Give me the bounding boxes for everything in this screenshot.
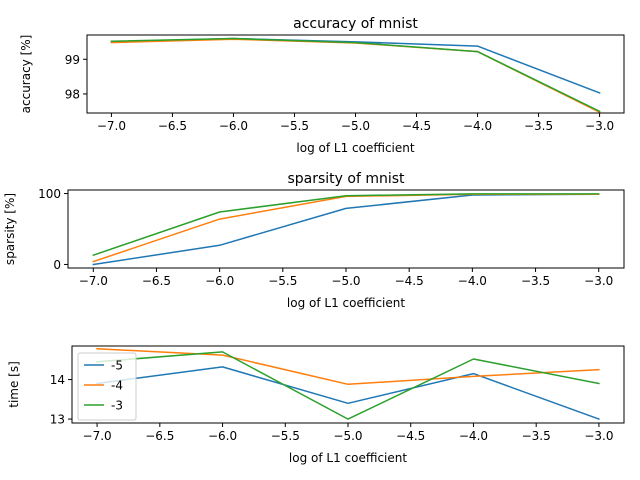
x-tick-label: −4.0 xyxy=(459,429,488,443)
x-tick-label: −3.0 xyxy=(584,429,613,443)
x-tick-label: −6.5 xyxy=(158,119,187,133)
x-tick-label: −5.5 xyxy=(280,119,309,133)
x-tick-label: −4.5 xyxy=(396,429,425,443)
x-tick-label: −4.0 xyxy=(463,119,492,133)
y-axis-label: time [s] xyxy=(7,361,21,408)
y-tick-label: 13 xyxy=(50,413,65,427)
legend: -5 -4 -3 xyxy=(77,352,137,421)
chart-title: accuracy of mnist xyxy=(293,16,418,32)
legend-label: -5 xyxy=(111,359,123,373)
chart-panel-2: −7.0 −6.5 −6.0 −5.5 −5.0 −4.5 −4.0 −3.5 −3.0 0 100… xyxy=(3,171,625,310)
x-tick-label: −3.5 xyxy=(524,119,553,133)
x-tick-label: −3.5 xyxy=(521,274,550,288)
chart-title: sparsity of mnist xyxy=(287,171,405,187)
series-line-neg5 xyxy=(96,366,600,421)
y-axis-label: sparsity [%] xyxy=(3,193,17,265)
x-tick-label: −7.0 xyxy=(97,119,126,133)
series-line-neg3 xyxy=(110,37,601,113)
x-tick-label: −3.0 xyxy=(584,274,613,288)
x-tick-label: −7.0 xyxy=(79,274,108,288)
x-tick-label: −4.5 xyxy=(395,274,424,288)
x-tick-label: −5.5 xyxy=(271,429,300,443)
y-tick-label: 98 xyxy=(65,87,80,101)
x-tick-label: −6.5 xyxy=(142,274,171,288)
chart-panel-3: −7.0 −6.5 −6.0 −5.5 −5.0 −4.5 −4.0 −3.5 −3.0 13 14… xyxy=(7,345,625,465)
y-tick-label: 100 xyxy=(38,187,61,201)
y-axis-label: accuracy [%] xyxy=(19,35,33,114)
x-axis-label: log of L1 coefficient xyxy=(296,141,414,155)
series-line-neg4 xyxy=(92,193,600,263)
series-line-neg3 xyxy=(96,351,600,420)
legend-label: -3 xyxy=(111,399,123,413)
x-tick-label: −4.5 xyxy=(402,119,431,133)
x-axis-label: log of L1 coefficient xyxy=(289,451,407,465)
series-line-neg3 xyxy=(92,193,600,257)
y-tick-label: 0 xyxy=(53,258,61,272)
series-line-neg4 xyxy=(96,348,600,386)
x-tick-label: −6.5 xyxy=(145,429,174,443)
y-tick-label: 99 xyxy=(65,53,80,67)
x-tick-label: −5.0 xyxy=(341,119,370,133)
plot-frame xyxy=(86,34,625,114)
x-tick-label: −6.0 xyxy=(208,429,237,443)
x-tick-label: −3.0 xyxy=(585,119,614,133)
x-tick-label: −7.0 xyxy=(83,429,112,443)
x-axis-label: log of L1 coefficient xyxy=(287,296,405,310)
series-line-neg5 xyxy=(110,37,601,94)
legend-label: -4 xyxy=(111,379,123,393)
x-tick-label: −6.0 xyxy=(219,119,248,133)
x-tick-label: −4.0 xyxy=(458,274,487,288)
x-tick-label: −5.0 xyxy=(331,274,360,288)
y-tick-label: 14 xyxy=(50,373,65,387)
x-tick-label: −3.5 xyxy=(522,429,551,443)
x-tick-label: −5.0 xyxy=(333,429,362,443)
x-tick-label: −5.5 xyxy=(268,274,297,288)
legend-frame xyxy=(77,352,137,421)
x-tick-label: −6.0 xyxy=(205,274,234,288)
chart-panel-1: −7.0 −6.5 −6.0 −5.5 −5.0 −4.5 −4.0 −3.5 −3.0 98 99… xyxy=(19,16,625,155)
